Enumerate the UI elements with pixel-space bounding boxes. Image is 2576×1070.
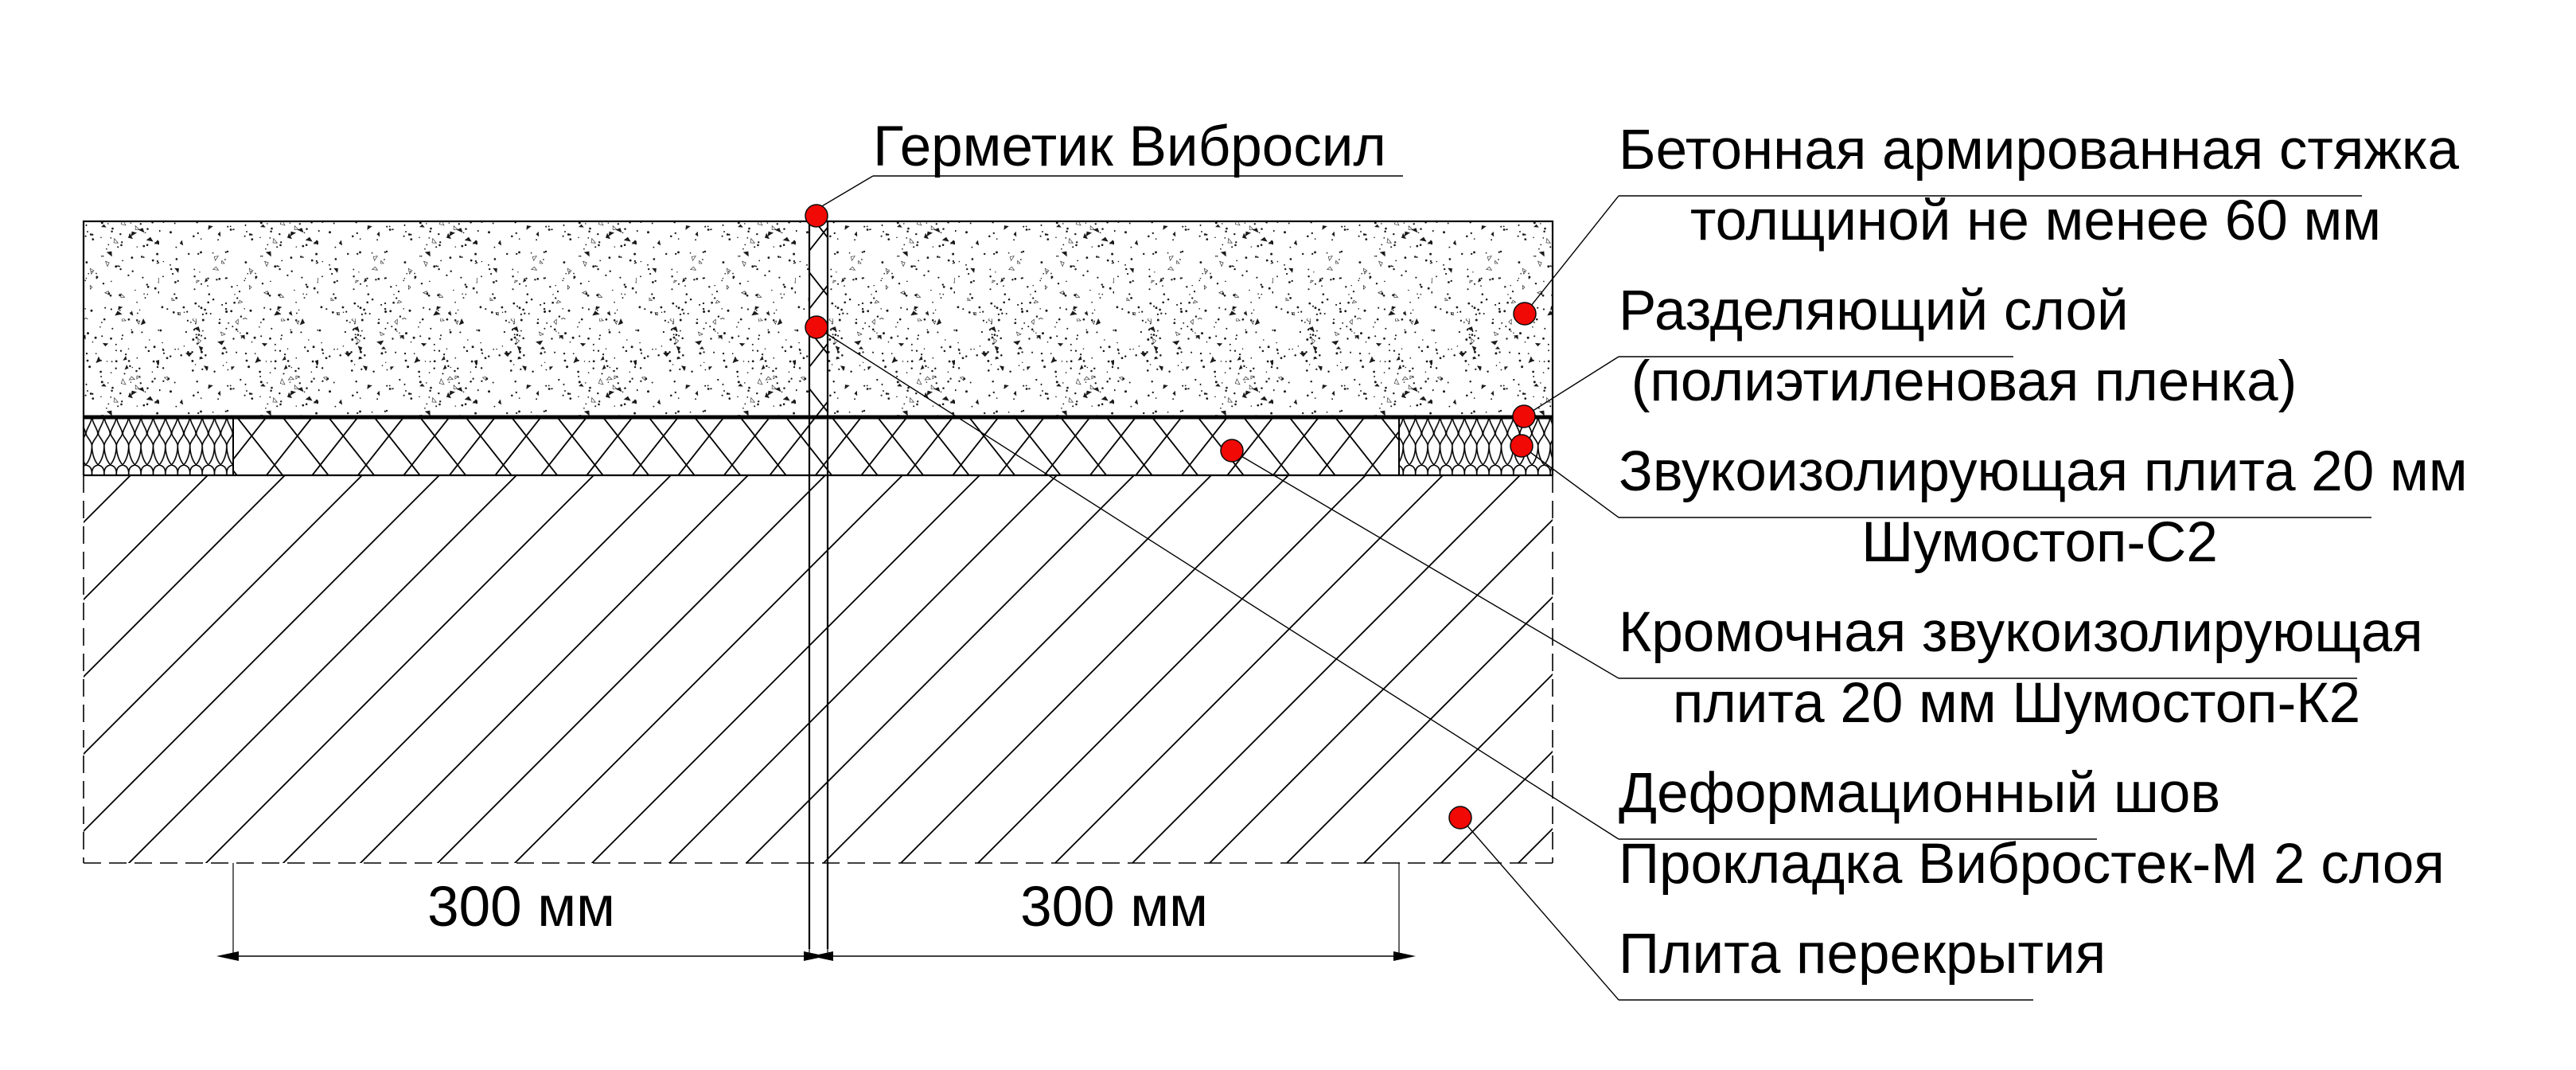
svg-text:Прокладка Вибростек-М 2 слоя: Прокладка Вибростек-М 2 слоя	[1619, 833, 2445, 896]
svg-text:Разделяющий слой: Разделяющий слой	[1619, 279, 2129, 342]
svg-text:300 мм: 300 мм	[427, 876, 615, 939]
svg-text:Звукоизолирующая плита 20 мм: Звукоизолирующая плита 20 мм	[1619, 440, 2468, 503]
svg-text:Деформационный шов: Деформационный шов	[1619, 762, 2220, 825]
svg-text:Бетонная армированная стяжка: Бетонная армированная стяжка	[1619, 119, 2459, 182]
svg-text:Кромочная звукоизолирующая: Кромочная звукоизолирующая	[1619, 601, 2423, 664]
svg-text:Герметик Вибросил: Герметик Вибросил	[873, 115, 1386, 178]
svg-text:толщиной не менее 60 мм: толщиной не менее 60 мм	[1690, 189, 2381, 252]
svg-text:(полиэтиленовая пленка): (полиэтиленовая пленка)	[1631, 350, 2297, 413]
svg-text:плита 20 мм Шумостоп-К2: плита 20 мм Шумостоп-К2	[1673, 672, 2360, 735]
svg-text:300 мм: 300 мм	[1020, 876, 1208, 939]
svg-text:Шумостоп-С2: Шумостоп-С2	[1861, 511, 2218, 574]
svg-text:Плита перекрытия: Плита перекрытия	[1619, 923, 2106, 986]
